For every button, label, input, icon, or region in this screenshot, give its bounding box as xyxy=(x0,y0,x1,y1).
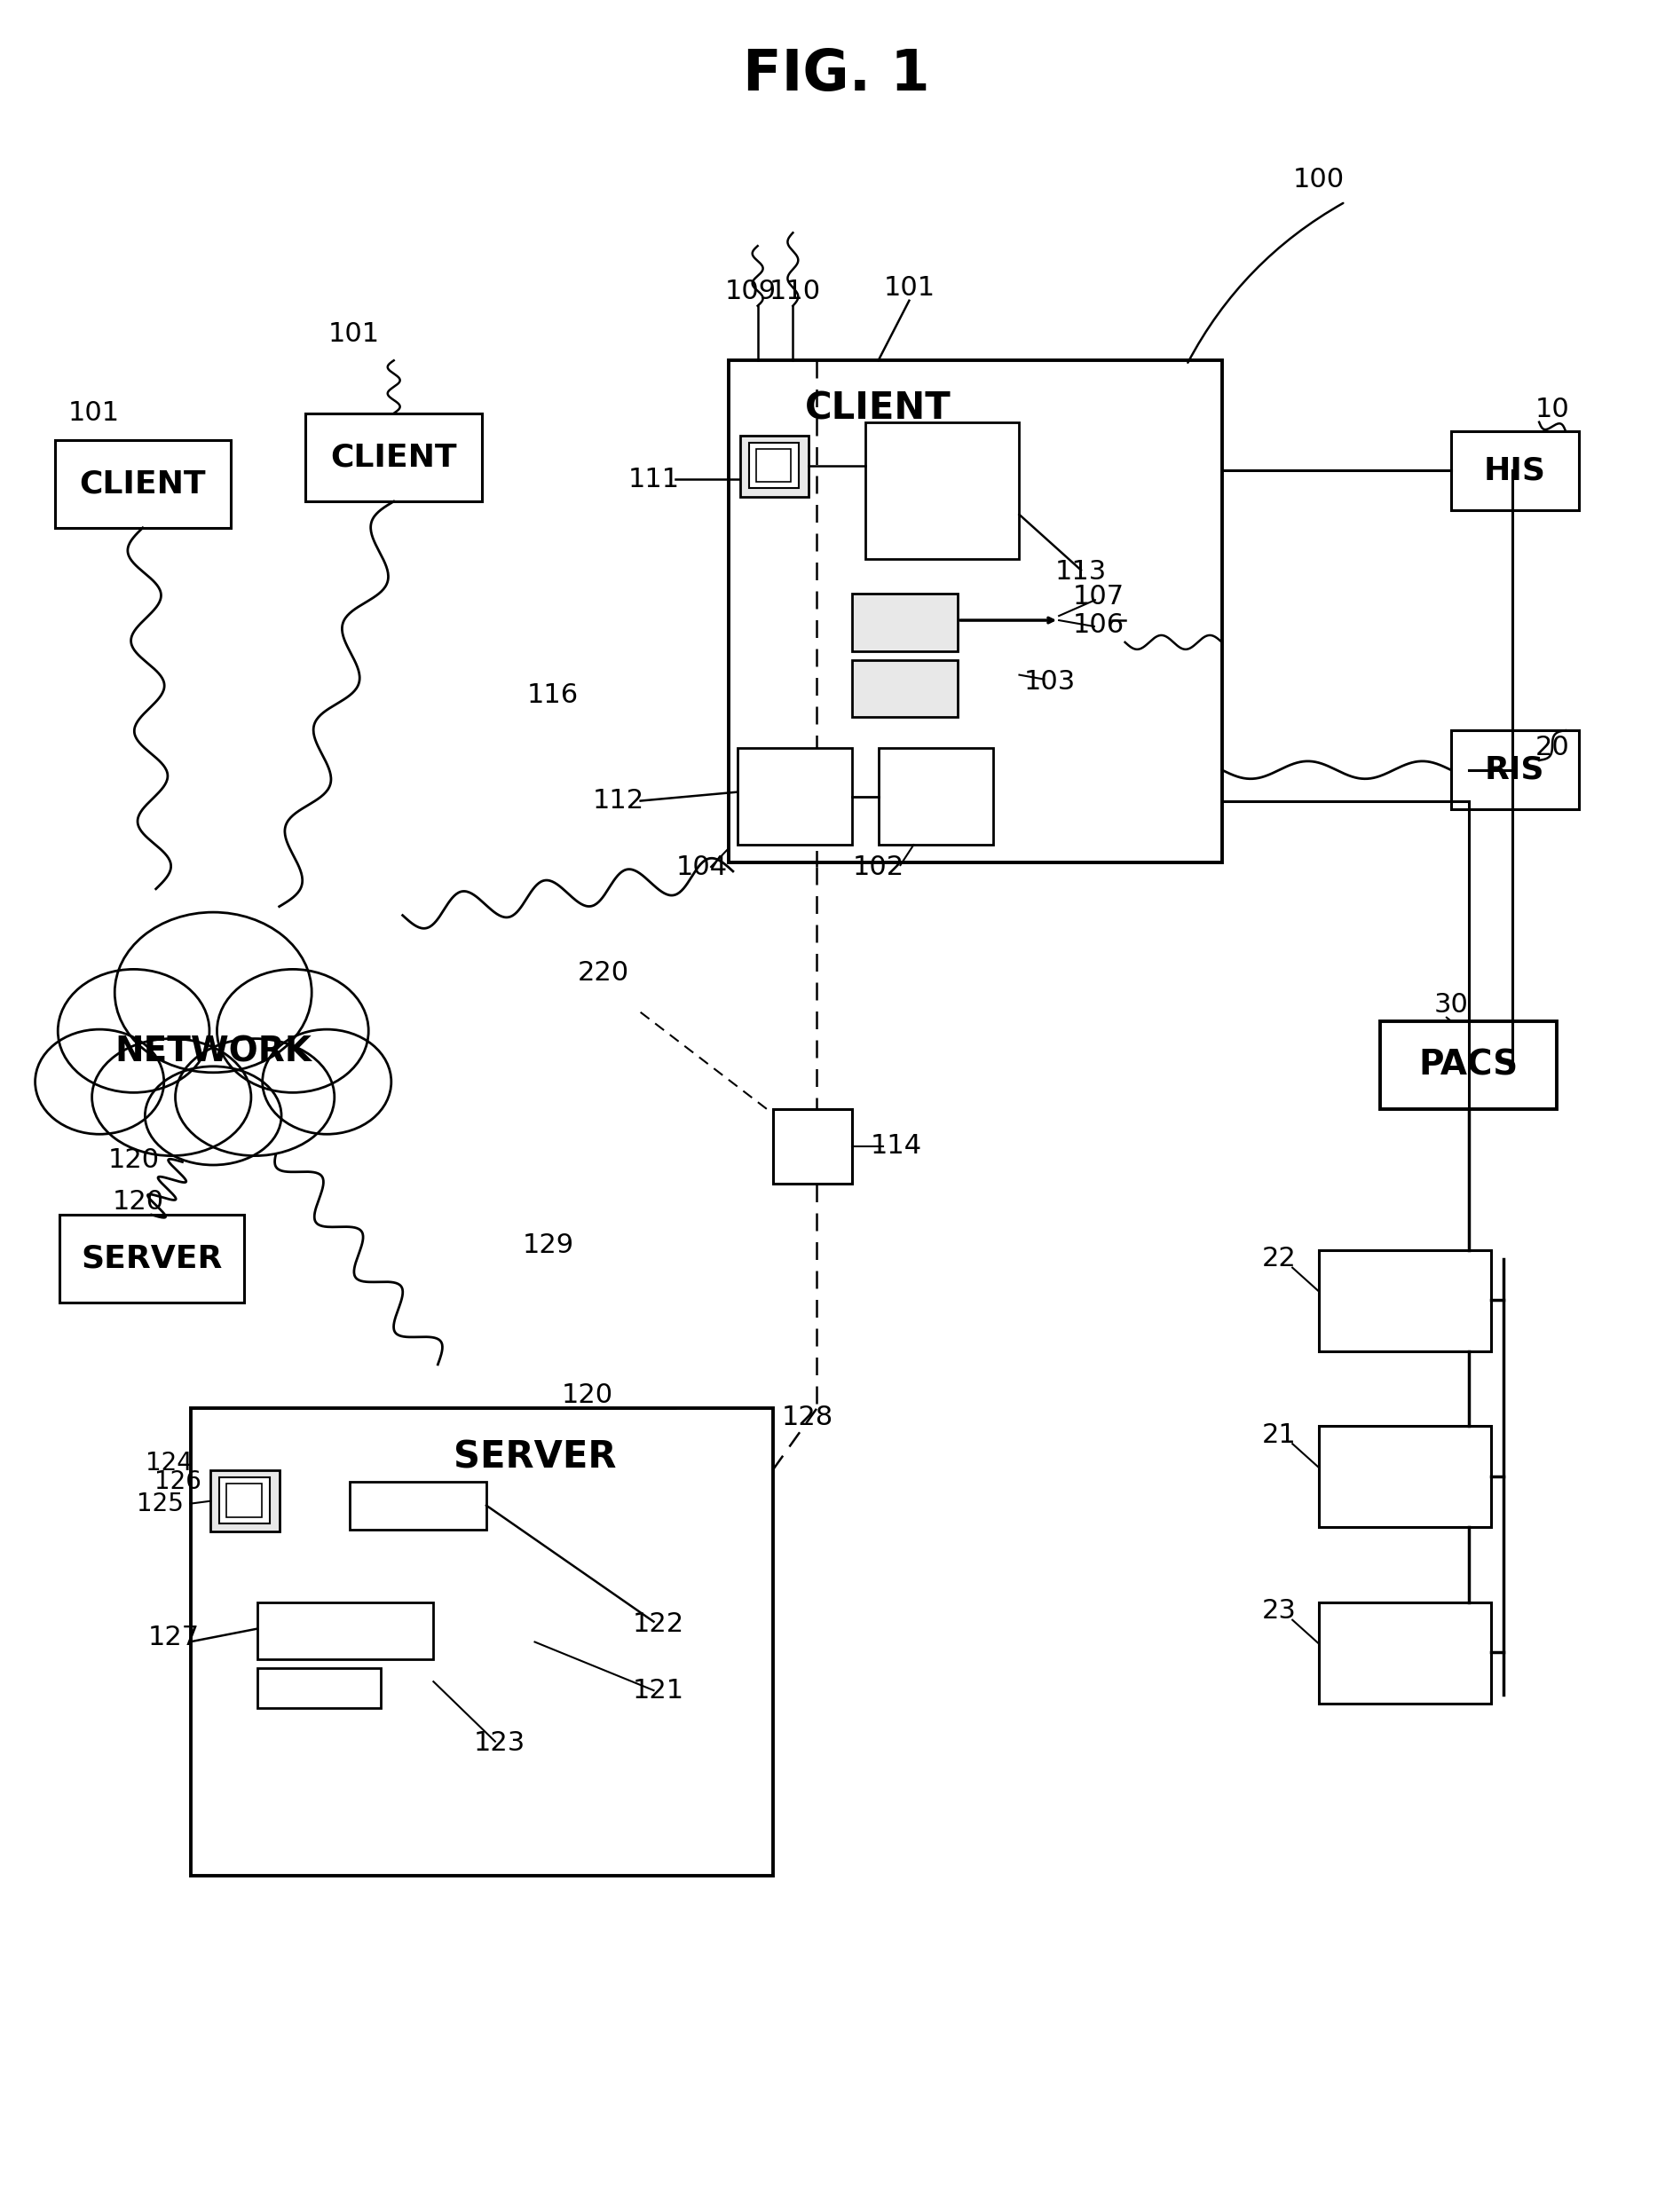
Text: 220: 220 xyxy=(577,960,629,984)
Ellipse shape xyxy=(217,969,368,1093)
Bar xyxy=(59,1214,244,1303)
Text: 106: 106 xyxy=(1072,613,1124,637)
Bar xyxy=(306,414,482,502)
Bar xyxy=(739,436,808,498)
Bar xyxy=(865,422,1019,560)
Bar xyxy=(191,1409,773,1876)
Ellipse shape xyxy=(146,1066,281,1166)
Text: 111: 111 xyxy=(627,467,679,493)
Text: 101: 101 xyxy=(328,321,380,347)
Bar xyxy=(738,748,852,845)
Bar xyxy=(1318,1601,1491,1703)
Text: 120: 120 xyxy=(109,1148,159,1172)
Bar xyxy=(219,1478,269,1524)
Text: 30: 30 xyxy=(1434,993,1469,1018)
Text: 102: 102 xyxy=(853,854,903,880)
Text: 101: 101 xyxy=(883,274,935,301)
Text: 100: 100 xyxy=(1293,168,1345,192)
Text: 126: 126 xyxy=(154,1469,201,1493)
Text: NETWORK: NETWORK xyxy=(115,1035,311,1068)
Text: 112: 112 xyxy=(592,787,644,814)
Bar xyxy=(1380,1022,1556,1108)
Text: 107: 107 xyxy=(1072,584,1124,608)
Text: 125: 125 xyxy=(137,1491,184,1515)
Text: 23: 23 xyxy=(1261,1599,1297,1624)
Text: CLIENT: CLIENT xyxy=(79,469,206,500)
Ellipse shape xyxy=(59,969,209,1093)
Text: CLIENT: CLIENT xyxy=(805,389,952,427)
Text: 127: 127 xyxy=(147,1624,199,1650)
Ellipse shape xyxy=(92,1040,251,1155)
Bar xyxy=(1450,730,1579,810)
Text: CLIENT: CLIENT xyxy=(331,442,457,473)
Bar xyxy=(258,1668,380,1708)
Ellipse shape xyxy=(176,1040,335,1155)
Text: FIG. 1: FIG. 1 xyxy=(743,46,930,102)
Bar xyxy=(773,1108,852,1183)
Text: SERVER: SERVER xyxy=(80,1243,223,1274)
Bar xyxy=(350,1482,487,1531)
Bar xyxy=(258,1601,433,1659)
Bar xyxy=(55,440,231,529)
Text: 20: 20 xyxy=(1536,734,1569,761)
Text: RIS: RIS xyxy=(1484,754,1544,785)
Text: 110: 110 xyxy=(770,279,820,305)
Text: 116: 116 xyxy=(527,681,579,708)
Text: 123: 123 xyxy=(473,1730,525,1756)
Bar xyxy=(852,659,957,717)
Text: 101: 101 xyxy=(69,400,120,427)
Bar xyxy=(226,1484,261,1517)
Text: 22: 22 xyxy=(1261,1245,1297,1272)
Bar xyxy=(1318,1427,1491,1528)
Ellipse shape xyxy=(115,911,311,1073)
Text: 113: 113 xyxy=(1056,560,1108,584)
Bar xyxy=(1318,1250,1491,1352)
Text: 109: 109 xyxy=(724,279,776,305)
Text: 114: 114 xyxy=(870,1133,922,1159)
Text: PACS: PACS xyxy=(1419,1048,1519,1082)
Bar xyxy=(211,1471,279,1533)
Text: 21: 21 xyxy=(1261,1422,1297,1449)
Text: HIS: HIS xyxy=(1484,456,1546,487)
Text: SERVER: SERVER xyxy=(453,1438,616,1475)
Text: 10: 10 xyxy=(1536,396,1569,422)
Bar xyxy=(728,361,1221,863)
Bar xyxy=(750,442,800,489)
Text: 120: 120 xyxy=(562,1382,614,1409)
Text: 121: 121 xyxy=(632,1677,684,1703)
Text: 128: 128 xyxy=(781,1405,833,1431)
Bar xyxy=(852,593,957,650)
Text: 103: 103 xyxy=(1024,668,1076,695)
Text: 124: 124 xyxy=(146,1451,192,1475)
Text: 122: 122 xyxy=(632,1613,684,1637)
Ellipse shape xyxy=(263,1029,391,1135)
Bar xyxy=(878,748,992,845)
Text: 129: 129 xyxy=(522,1232,574,1259)
Text: 104: 104 xyxy=(676,854,728,880)
Bar xyxy=(756,449,791,482)
Ellipse shape xyxy=(35,1029,164,1135)
Bar xyxy=(1450,431,1579,511)
Text: 120: 120 xyxy=(112,1188,164,1214)
